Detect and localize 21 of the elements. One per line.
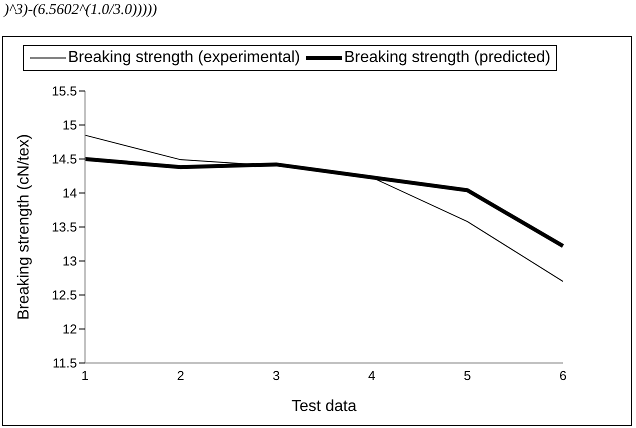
y-axis-title: Breaking strength (cN/tex) bbox=[16, 134, 33, 320]
x-tick-label: 4 bbox=[368, 368, 376, 384]
y-tick-label: 12.5 bbox=[52, 288, 77, 303]
y-tick-label: 12 bbox=[62, 322, 77, 337]
x-tick-label: 1 bbox=[81, 368, 89, 384]
x-tick-label: 2 bbox=[176, 368, 184, 384]
y-tick-label: 11.5 bbox=[52, 356, 77, 371]
x-tick-label: 3 bbox=[272, 368, 280, 384]
y-tick-label: 15.5 bbox=[52, 84, 77, 99]
text: )^3)-(6.5602^(1.0/3.0))))) bbox=[4, 2, 158, 19]
y-tick-label: 13 bbox=[62, 254, 77, 269]
y-tick-label: 15 bbox=[62, 118, 77, 133]
legend-label: Breaking strength (experimental) bbox=[68, 49, 300, 67]
legend-label: Breaking strength (predicted) bbox=[344, 49, 550, 67]
y-tick-label: 13.5 bbox=[52, 220, 77, 235]
y-tick-label: 14.5 bbox=[52, 152, 77, 167]
x-axis-title: Test data bbox=[292, 398, 357, 415]
x-tick-label: 6 bbox=[559, 368, 567, 384]
x-tick-label: 5 bbox=[464, 368, 472, 384]
y-tick-label: 14 bbox=[62, 186, 77, 201]
line-series bbox=[84, 134, 564, 282]
